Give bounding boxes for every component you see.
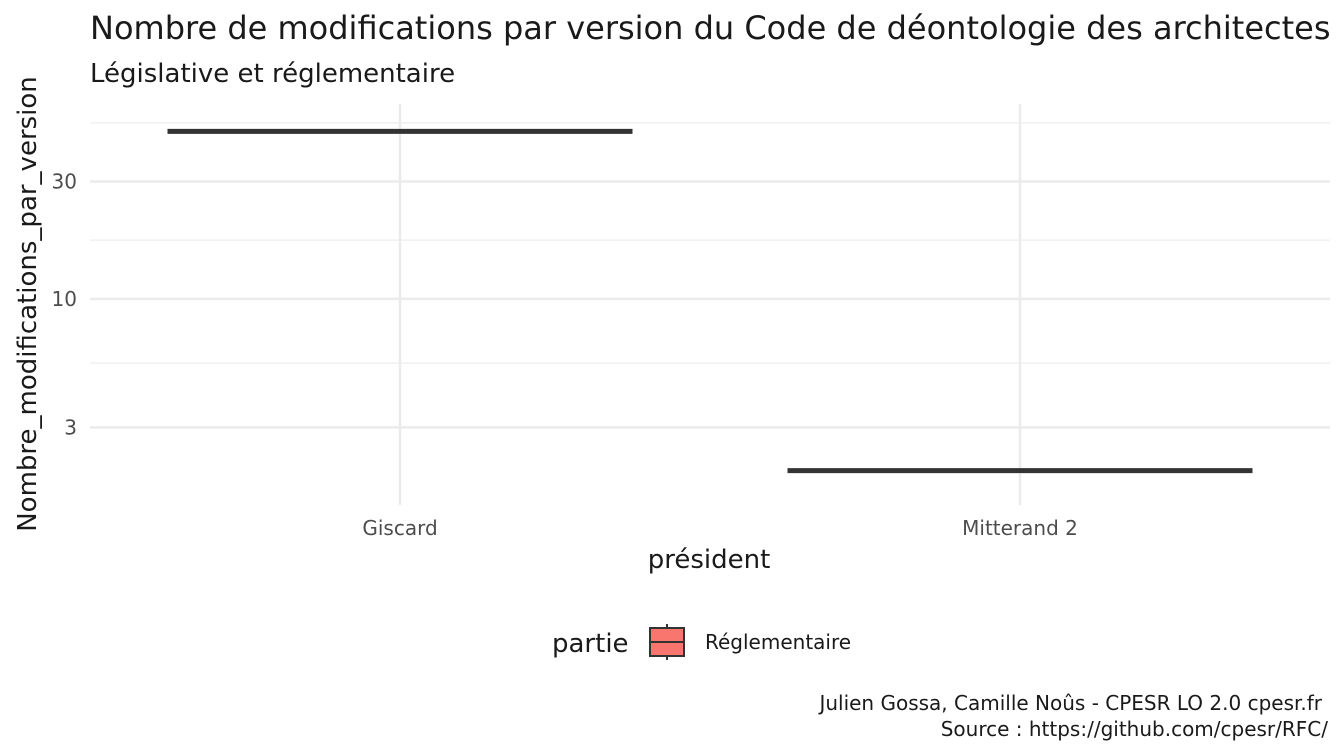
legend-key	[649, 624, 685, 660]
y-tick-label: 10	[52, 287, 77, 311]
x-axis-title: président	[648, 545, 771, 575]
caption-line-2: Source : https://github.com/cpesr/RFC/	[941, 717, 1329, 741]
y-axis-title: Nombre_modifications_par_version	[13, 76, 43, 532]
legend: partie Réglementaire	[552, 624, 851, 660]
legend-label: Réglementaire	[705, 630, 851, 654]
caption-line-1: Julien Gossa, Camille Noûs - CPESR LO 2.…	[817, 691, 1322, 715]
x-axis-ticks: Giscard Mitterand 2	[362, 516, 1078, 540]
plot-marks	[167, 128, 1253, 474]
x-tick-label: Giscard	[362, 516, 437, 540]
chart-subtitle: Législative et réglementaire	[90, 59, 455, 89]
y-axis-ticks: 3 10 30	[52, 170, 77, 440]
y-tick-label: 30	[52, 170, 77, 194]
x-tick-label: Mitterand 2	[962, 516, 1078, 540]
legend-title: partie	[552, 629, 629, 659]
chart-title: Nombre de modifications par version du C…	[90, 9, 1331, 47]
plot-grid	[90, 104, 1330, 505]
y-tick-label: 3	[64, 415, 77, 439]
